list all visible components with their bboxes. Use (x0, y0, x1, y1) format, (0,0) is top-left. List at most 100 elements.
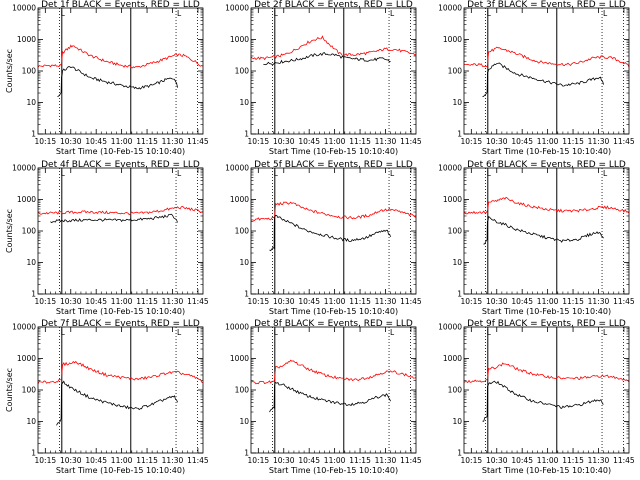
x-tick-label: 11:00 (537, 456, 559, 465)
y-tick-label: 10000 (12, 323, 36, 332)
x-tick-label: 11:15 (349, 297, 371, 306)
interval-marker: L (61, 9, 66, 18)
y-tick-label: 100 (448, 67, 463, 76)
x-tick-label: 11:30 (588, 137, 610, 146)
series-events-line (483, 215, 604, 245)
x-tick-label: 11:30 (162, 456, 184, 465)
y-tick-label: 100 (448, 386, 463, 395)
x-tick-label: 10:45 (85, 297, 107, 306)
y-tick-label: 10000 (225, 4, 249, 13)
panel-title: Det 6f BLACK = Events, RED = LLD (467, 160, 626, 170)
panel-title: Det 9f BLACK = Events, RED = LLD (467, 319, 626, 329)
x-axis-label: Start Time (10-Feb-15 10:10:40) (482, 466, 611, 475)
panel-title: Det 5f BLACK = Events, RED = LLD (254, 160, 413, 170)
x-tick-label: 10:45 (298, 137, 320, 146)
y-tick-label: 1000 (230, 35, 249, 44)
series-events-line (56, 380, 178, 426)
x-tick-label: 11:15 (562, 297, 584, 306)
x-tick-label: 10:45 (298, 297, 320, 306)
y-tick-label: 100 (448, 227, 463, 236)
x-tick-label: 10:30 (60, 456, 82, 465)
x-tick-label: 11:45 (613, 137, 635, 146)
x-axis-label: Start Time (10-Feb-15 10:10:40) (269, 307, 398, 316)
y-tick-label: 1000 (230, 354, 249, 363)
x-axis-label: Start Time (10-Feb-15 10:10:40) (56, 307, 185, 316)
y-tick-label: 1000 (443, 354, 462, 363)
x-tick-label: 10:30 (273, 456, 295, 465)
x-tick-label: 11:00 (111, 137, 133, 146)
x-tick-label: 10:15 (35, 297, 57, 306)
panel-title: Det 8f BLACK = Events, RED = LLD (254, 319, 413, 329)
x-tick-label: 10:30 (273, 297, 295, 306)
x-tick-label: 11:45 (187, 456, 209, 465)
panel-det-4: Det 4f BLACK = Events, RED = LLD Counts/s… (5, 160, 209, 316)
x-axis-label: Start Time (10-Feb-15 10:10:40) (482, 307, 611, 316)
y-tick-label: 1000 (443, 195, 462, 204)
x-tick-label: 10:15 (461, 297, 483, 306)
interval-marker: L (390, 328, 395, 337)
x-tick-label: 11:00 (111, 456, 133, 465)
x-tick-label: 11:30 (162, 137, 184, 146)
plot-frame (37, 7, 204, 135)
interval-marker: L (603, 9, 608, 18)
x-tick-label: 11:30 (162, 297, 184, 306)
x-tick-label: 10:15 (35, 456, 57, 465)
x-tick-label: 11:15 (136, 137, 158, 146)
y-axis-label: Counts/sec (5, 209, 14, 253)
y-axis-label: Counts/sec (5, 49, 14, 93)
y-tick-label: 1000 (230, 195, 249, 204)
x-tick-label: 10:15 (35, 137, 57, 146)
x-axis-label: Start Time (10-Feb-15 10:10:40) (482, 147, 611, 156)
x-tick-label: 10:15 (248, 297, 270, 306)
x-tick-label: 11:15 (562, 456, 584, 465)
panel-det-7: Det 7f BLACK = Events, RED = LLD Counts/s… (5, 319, 209, 475)
series-lld-line (250, 201, 417, 221)
series-events-line (482, 380, 604, 422)
panel-det-8: Det 8f BLACK = Events, RED = LLD Start Ti… (225, 319, 422, 475)
panel-det-5: Det 5f BLACK = Events, RED = LLD Start Ti… (225, 160, 422, 316)
y-tick-label: 1 (457, 130, 462, 139)
y-tick-label: 10 (452, 98, 462, 107)
interval-marker: L (177, 169, 182, 178)
x-tick-label: 11:45 (613, 297, 635, 306)
interval-marker: L (274, 9, 279, 18)
x-tick-label: 11:00 (324, 297, 346, 306)
panel-title: Det 4f BLACK = Events, RED = LLD (41, 160, 200, 170)
x-tick-label: 10:30 (486, 456, 508, 465)
y-tick-label: 1 (31, 449, 36, 458)
x-tick-label: 10:30 (60, 137, 82, 146)
x-tick-label: 10:45 (298, 456, 320, 465)
x-tick-label: 11:30 (588, 456, 610, 465)
panel-det-9: Det 9f BLACK = Events, RED = LLD Start Ti… (438, 319, 635, 475)
y-tick-label: 10 (452, 258, 462, 267)
interval-marker: L (274, 328, 279, 337)
x-tick-label: 10:30 (60, 297, 82, 306)
series-lld-line (250, 35, 417, 61)
series-lld-line (37, 44, 204, 69)
y-tick-label: 100 (235, 386, 250, 395)
x-tick-label: 10:15 (461, 456, 483, 465)
x-tick-label: 11:45 (400, 137, 422, 146)
x-tick-label: 11:00 (324, 456, 346, 465)
y-tick-label: 10000 (438, 323, 462, 332)
panel-title: Det 1f BLACK = Events, RED = LLD (41, 0, 200, 10)
series-lld-line (250, 359, 417, 385)
plot-frame (37, 167, 204, 295)
x-tick-label: 11:45 (187, 137, 209, 146)
x-tick-label: 10:30 (273, 137, 295, 146)
interval-marker: L (390, 169, 395, 178)
interval-marker: L (603, 169, 608, 178)
y-tick-label: 10000 (438, 164, 462, 173)
panel-det-1: Det 1f BLACK = Events, RED = LLD Counts/s… (5, 0, 209, 156)
series-lld-line (464, 46, 630, 68)
plot-frame (37, 326, 204, 454)
x-tick-label: 11:00 (537, 297, 559, 306)
x-tick-label: 11:00 (537, 137, 559, 146)
y-tick-label: 1000 (17, 35, 36, 44)
x-tick-label: 11:30 (588, 297, 610, 306)
y-tick-label: 10000 (225, 164, 249, 173)
y-tick-label: 10 (239, 417, 249, 426)
x-tick-label: 10:30 (486, 297, 508, 306)
x-tick-label: 11:45 (400, 456, 422, 465)
x-tick-label: 10:45 (85, 137, 107, 146)
